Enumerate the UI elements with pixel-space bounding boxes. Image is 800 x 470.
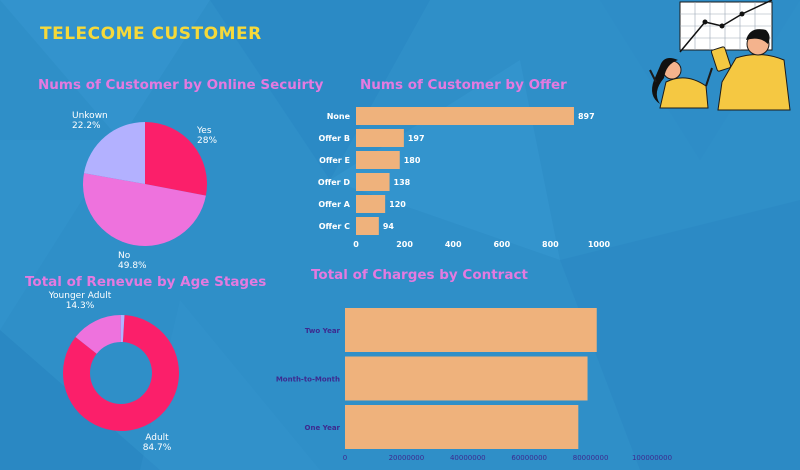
pie-slice-no: [83, 173, 206, 246]
contract-x-tick: 60000000: [511, 454, 547, 462]
pie-label-name: Unkown: [72, 111, 108, 121]
pie-label-percent: 49.8%: [118, 261, 147, 271]
contract-bar-chart: Two Year Month-to-Month One Year 0 20000000 4…: [276, 308, 672, 462]
contract-chart-title: Total of Charges by Contract: [311, 267, 528, 283]
offer-value-label: 180: [404, 156, 421, 165]
contract-x-tick: 0: [343, 454, 347, 462]
offer-value-label: 197: [408, 134, 425, 143]
pie-label-percent: 22.2%: [72, 121, 101, 131]
offer-x-tick: 0: [353, 240, 359, 249]
contract-bar: [345, 405, 579, 449]
offer-x-tick: 600: [493, 240, 510, 249]
pie-label-name: Yes: [196, 126, 212, 136]
offer-x-tick: 1000: [588, 240, 611, 249]
offer-category-label: None: [327, 112, 351, 121]
contract-x-tick: 80000000: [573, 454, 609, 462]
offer-value-label: 120: [389, 200, 406, 209]
offer-bar: [356, 195, 386, 213]
offer-bar: [356, 217, 379, 235]
offer-bar: [356, 129, 404, 147]
donut-label-percent: 14.3%: [66, 301, 95, 311]
offer-value-label: 138: [394, 178, 411, 187]
contract-category-label: Month-to-Month: [276, 376, 340, 384]
offer-category-label: Offer B: [318, 134, 350, 143]
pie-label-name: No: [118, 251, 131, 261]
donut-slice-younger-adult: [75, 315, 121, 354]
contract-x-tick: 40000000: [450, 454, 486, 462]
offer-category-label: Offer E: [319, 156, 350, 165]
illustration-grid: [680, 2, 772, 50]
contract-bar: [345, 356, 588, 401]
offer-bar: [356, 151, 400, 169]
offer-x-tick: 800: [542, 240, 559, 249]
donut-label-name: Younger Adult: [48, 291, 112, 301]
online-security-chart-title: Nums of Customer by Online Secuirty: [38, 77, 324, 93]
illustration-man-body: [717, 54, 791, 111]
contract-x-tick: 20000000: [389, 454, 425, 462]
donut-label-percent: 84.7%: [143, 443, 172, 453]
contract-category-label: Two Year: [305, 327, 341, 335]
offer-bar: [356, 173, 390, 191]
pie-slice-unknown: [83, 122, 145, 184]
contract-bar: [345, 308, 597, 352]
donut-label-name: Adult: [145, 433, 169, 443]
offer-category-label: Offer A: [318, 200, 350, 209]
offer-category-label: Offer C: [319, 222, 350, 231]
business-people-illustration: [649, 0, 791, 111]
offer-category-label: Offer D: [318, 178, 350, 187]
offer-chart-title: Nums of Customer by Offer: [360, 77, 567, 93]
donut-slice-adult: [62, 315, 180, 432]
illustration-tablet: [710, 46, 732, 72]
offer-x-tick: 200: [396, 240, 413, 249]
offer-value-label: 94: [383, 222, 395, 231]
pie-label-percent: 28%: [197, 136, 217, 146]
offer-bar-chart: None 897 Offer B 197 Offer E 180 Offer D 138 Off…: [318, 107, 611, 249]
age-stages-chart-title: Total of Renevue by Age Stages: [25, 274, 267, 290]
donut-slice-other: [120, 315, 125, 343]
offer-value-label: 897: [578, 112, 595, 121]
offer-bar: [356, 107, 574, 125]
illustration-woman-body: [659, 77, 709, 109]
contract-category-label: One Year: [305, 424, 341, 432]
contract-x-tick: 100000000: [632, 454, 672, 462]
offer-x-tick: 400: [445, 240, 462, 249]
pie-slice-yes: [145, 122, 208, 196]
dashboard-title: TELECOME CUSTOMER: [40, 24, 262, 44]
